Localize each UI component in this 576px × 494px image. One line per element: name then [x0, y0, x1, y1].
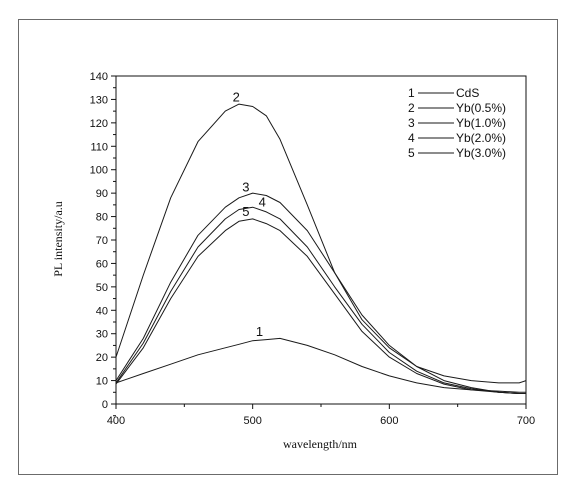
y-tick-label: 30: [96, 329, 108, 341]
series-line-4: [115, 206, 526, 394]
curve-label-2: 2: [233, 90, 240, 105]
curve-label-1: 1: [256, 324, 263, 339]
y-tick-label: 120: [90, 118, 108, 130]
x-tick-label: 700: [517, 415, 535, 427]
figure-frame: [18, 19, 558, 475]
curve-label-3: 3: [242, 179, 249, 194]
legend-label-3: Yb(1.0%): [456, 116, 506, 130]
y-tick-label: 80: [96, 212, 108, 224]
y-tick-label: 90: [96, 188, 108, 200]
y-tick-label: 130: [90, 94, 108, 106]
series-line-5: [115, 218, 526, 394]
legend-marker-4: 4: [408, 131, 415, 145]
y-tick-label: 70: [96, 235, 108, 247]
legend-label-4: Yb(2.0%): [456, 131, 506, 145]
y-tick-label: 20: [96, 352, 108, 364]
legend-label-5: Yb(3.0%): [456, 146, 506, 160]
series-line-3: [115, 192, 526, 394]
x-tick-label: 500: [243, 415, 261, 427]
legend-marker-3: 3: [408, 116, 415, 130]
y-tick-label: 50: [96, 282, 108, 294]
y-axis-label: PL intensity/a.u: [51, 201, 65, 277]
curve-label-5: 5: [242, 204, 249, 219]
y-tick-label: 40: [96, 305, 108, 317]
legend-label-2: Yb(0.5%): [456, 101, 506, 115]
y-tick-label: 60: [96, 258, 108, 270]
legend-label-1: CdS: [456, 86, 479, 100]
legend-marker-1: 1: [408, 86, 415, 100]
y-tick-label: 10: [96, 376, 108, 388]
y-tick-label: 0: [102, 399, 108, 411]
series-line-1: [115, 337, 526, 393]
series-line-2: [115, 103, 527, 384]
curve-label-4: 4: [259, 194, 266, 209]
y-tick-label: 140: [90, 71, 108, 83]
x-tick-label: 600: [380, 415, 398, 427]
y-tick-label: 110: [90, 141, 108, 153]
x-axis-label: wavelength/nm: [283, 437, 358, 451]
x-tick-label: 400: [107, 415, 125, 427]
y-tick-label: 100: [90, 165, 108, 177]
legend-marker-2: 2: [408, 101, 415, 115]
legend-marker-5: 5: [408, 146, 415, 160]
